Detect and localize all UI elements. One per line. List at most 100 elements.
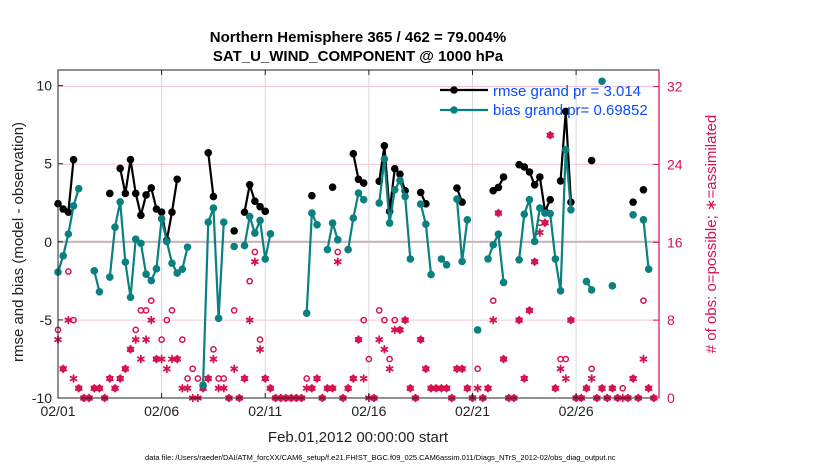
bias-point bbox=[629, 210, 637, 219]
obs-possible-marker bbox=[365, 355, 373, 363]
obs-assimilated-marker bbox=[385, 364, 394, 374]
obs-assimilated-marker bbox=[530, 257, 539, 267]
bias-point bbox=[473, 326, 482, 334]
bias-line bbox=[486, 233, 505, 283]
rmse-point bbox=[520, 163, 529, 171]
obs-assimilated-marker bbox=[59, 364, 68, 374]
bias-point bbox=[525, 195, 534, 204]
obs-assimilated-marker bbox=[74, 383, 83, 393]
obs-assimilated-marker bbox=[147, 315, 156, 325]
bias-line bbox=[455, 198, 469, 263]
bias-point bbox=[302, 309, 311, 317]
rmse-point bbox=[536, 173, 544, 181]
rmse-point bbox=[142, 191, 150, 199]
obs-assimilated-marker bbox=[333, 257, 342, 267]
obs-assimilated-marker bbox=[644, 383, 653, 393]
obs-possible-marker bbox=[489, 297, 497, 305]
x-tick-label: 02/11 bbox=[248, 403, 282, 419]
rmse-point bbox=[530, 181, 539, 189]
x-tick-label: 02/21 bbox=[455, 403, 490, 419]
bias-point bbox=[328, 219, 337, 227]
rmse-point bbox=[380, 141, 389, 150]
rmse-point bbox=[106, 189, 114, 198]
obs-possible-marker bbox=[137, 307, 145, 314]
obs-possible-marker bbox=[178, 336, 186, 343]
rmse-point bbox=[256, 202, 264, 211]
obs-assimilated-marker bbox=[126, 345, 135, 354]
obs-assimilated-marker bbox=[598, 383, 606, 393]
rmse-point bbox=[390, 164, 399, 173]
bias-point bbox=[551, 255, 560, 263]
obs-assimilated-marker bbox=[608, 383, 617, 393]
obs-possible-marker bbox=[158, 336, 165, 343]
rmse-point bbox=[629, 198, 637, 206]
obs-possible-marker bbox=[375, 307, 383, 314]
bias-point bbox=[489, 240, 498, 249]
rmse-point bbox=[137, 211, 145, 220]
data-file-footer: data file: /Users/raeder/DAI/ATM_forcXX/… bbox=[145, 453, 616, 462]
obs-assimilated-marker bbox=[121, 364, 130, 374]
bias-point bbox=[401, 192, 409, 201]
bias-point bbox=[95, 287, 104, 296]
bias-point bbox=[561, 145, 570, 154]
x-axis-label: Feb.01,2012 00:00:00 start bbox=[268, 429, 449, 446]
bias-line bbox=[347, 191, 365, 250]
legend: rmse grand pr = 3.014 bias grand pr= 0.6… bbox=[440, 83, 648, 119]
rmse-point bbox=[204, 148, 213, 157]
plot-frame bbox=[57, 69, 660, 399]
bias-point bbox=[219, 218, 228, 226]
obs-assimilated-marker bbox=[421, 364, 430, 374]
obs-possible-marker bbox=[246, 277, 254, 285]
obs-possible-marker bbox=[334, 248, 342, 256]
rmse-point bbox=[157, 208, 166, 216]
legend-bias-marker bbox=[450, 106, 458, 114]
obs-assimilated-marker bbox=[567, 315, 575, 325]
bias-point bbox=[406, 255, 415, 263]
bias-point bbox=[333, 235, 342, 244]
bias-point bbox=[147, 276, 156, 285]
y-axis-label: rmse and bias (model - observation) bbox=[10, 122, 27, 362]
bias-point bbox=[463, 215, 472, 224]
rmse-point bbox=[240, 208, 249, 216]
obs-possible-marker bbox=[210, 345, 217, 353]
bias-point bbox=[308, 209, 316, 217]
bias-point bbox=[453, 195, 461, 203]
obs-assimilated-marker bbox=[551, 383, 560, 393]
obs-possible-marker bbox=[391, 316, 399, 324]
bias-point bbox=[385, 219, 394, 227]
rmse-line bbox=[207, 152, 215, 197]
obs-possible-marker bbox=[588, 365, 595, 373]
rmse-point bbox=[131, 189, 140, 198]
bias-point bbox=[313, 220, 321, 229]
obs-assimilated-marker bbox=[209, 354, 218, 364]
obs-assimilated-marker bbox=[344, 383, 352, 393]
bias-point bbox=[359, 195, 368, 204]
grid bbox=[58, 70, 659, 398]
rmse-point bbox=[453, 184, 461, 192]
obs-assimilated-marker bbox=[157, 354, 166, 364]
bias-point bbox=[354, 189, 363, 197]
bias-point bbox=[582, 277, 591, 286]
bias-point bbox=[422, 220, 430, 228]
x-tick-label: 02/26 bbox=[559, 403, 594, 419]
y-right-tick-label: 32 bbox=[667, 79, 683, 95]
obs-assimilated-marker bbox=[582, 383, 591, 393]
bias-point bbox=[442, 260, 451, 269]
obs-assimilated-marker bbox=[359, 374, 368, 383]
obs-possible-marker bbox=[474, 365, 482, 373]
bias-point bbox=[598, 77, 606, 86]
rmse-point bbox=[126, 155, 135, 164]
rmse-point bbox=[416, 188, 425, 197]
bias-point bbox=[639, 215, 648, 224]
y-tick-label: 5 bbox=[44, 156, 52, 172]
bias-point bbox=[157, 215, 166, 223]
obs-assimilated-marker bbox=[587, 374, 596, 383]
rmse-point bbox=[308, 191, 316, 200]
obs-assimilated-marker bbox=[375, 335, 384, 344]
rmse-point bbox=[209, 192, 218, 201]
obs-assimilated-marker bbox=[251, 257, 259, 267]
y-right-tick-label: 8 bbox=[667, 312, 675, 328]
bias-point bbox=[163, 237, 171, 246]
obs-possible-marker bbox=[619, 384, 627, 392]
y-axis-right-label: # of obs: o=possible; ∗=assimilated bbox=[703, 115, 720, 354]
